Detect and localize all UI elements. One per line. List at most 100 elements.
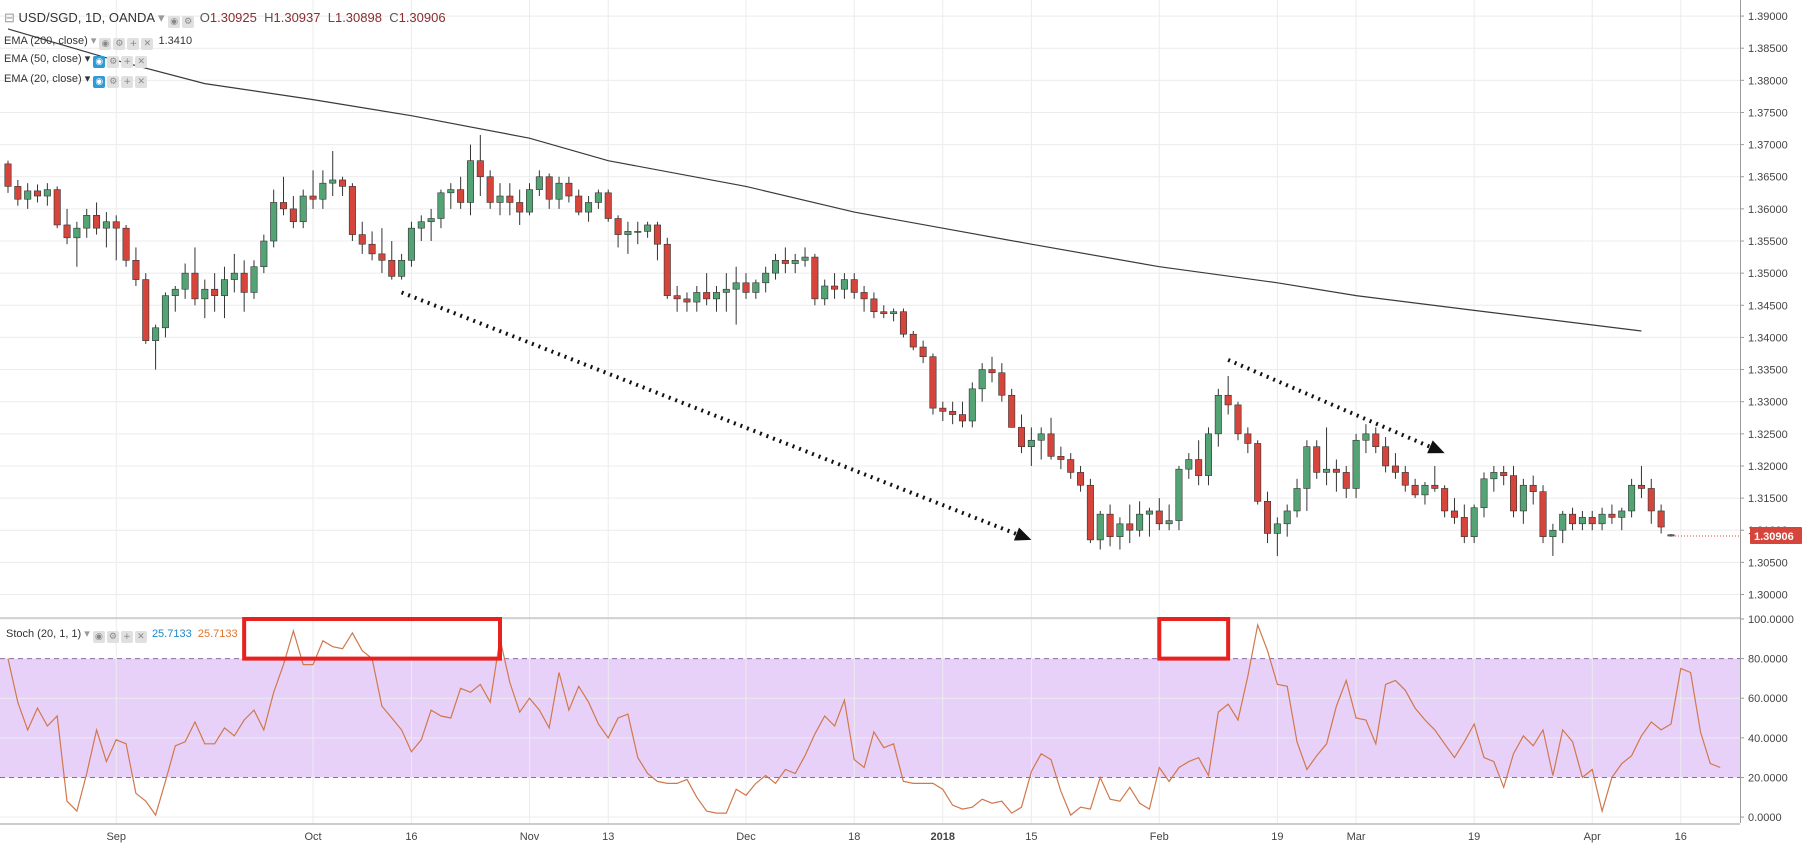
chevron-down-icon[interactable]: ▾ bbox=[84, 628, 90, 640]
candle-body bbox=[870, 298, 878, 313]
stoch-tick-label: 0.0000 bbox=[1748, 812, 1782, 824]
chevron-down-icon[interactable]: ▾ bbox=[84, 53, 91, 65]
candle bbox=[132, 247, 140, 287]
ema50-legend[interactable]: EMA (50, close) ▾ ◉ ⚙ + ✕ bbox=[4, 52, 149, 68]
candle-body bbox=[1175, 468, 1183, 521]
candle bbox=[14, 179, 22, 206]
add-icon[interactable]: + bbox=[121, 76, 134, 88]
price-tick-label: 1.30500 bbox=[1748, 557, 1788, 569]
candle bbox=[1106, 504, 1114, 547]
add-icon[interactable]: + bbox=[120, 631, 133, 643]
stoch-k-value: 25.7133 bbox=[151, 628, 192, 640]
candle-body bbox=[801, 256, 809, 261]
candle-body bbox=[1244, 433, 1252, 444]
stoch-legend[interactable]: Stoch (20, 1, 1) ▾ ◉ ⚙ + ✕ 25.7133 25.7133 bbox=[6, 627, 238, 643]
low-label: L bbox=[327, 10, 335, 25]
gear-icon[interactable]: ⚙ bbox=[107, 76, 120, 88]
candle-body bbox=[1421, 484, 1429, 496]
candle bbox=[93, 202, 101, 235]
add-icon[interactable]: + bbox=[121, 56, 134, 68]
candle-body bbox=[348, 186, 356, 235]
candle bbox=[624, 221, 632, 254]
gear-icon[interactable]: ⚙ bbox=[106, 631, 119, 643]
ema200-legend[interactable]: EMA (200, close) ▾ ◉ ⚙ + ✕ 1.3410 bbox=[4, 34, 192, 50]
candle bbox=[949, 401, 957, 425]
candle bbox=[545, 173, 553, 209]
ema20-legend[interactable]: EMA (20, close) ▾ ◉ ⚙ + ✕ bbox=[4, 72, 149, 88]
candle-body bbox=[1569, 513, 1577, 525]
candle bbox=[161, 292, 169, 338]
eye-icon[interactable]: ◉ bbox=[99, 38, 112, 50]
candle bbox=[919, 340, 927, 364]
price-tick-label: 1.31500 bbox=[1748, 493, 1788, 505]
time-tick-label: 15 bbox=[1025, 831, 1037, 843]
candle bbox=[299, 189, 307, 229]
candle-body bbox=[240, 272, 248, 293]
candle-body bbox=[949, 411, 957, 415]
close-icon[interactable]: ✕ bbox=[141, 38, 154, 50]
candle bbox=[260, 234, 268, 274]
candle bbox=[899, 308, 907, 338]
candle bbox=[703, 273, 711, 306]
candle bbox=[663, 237, 671, 299]
candle bbox=[230, 253, 238, 293]
candle bbox=[102, 212, 110, 248]
candle bbox=[1391, 453, 1399, 479]
candle-body bbox=[1077, 472, 1085, 486]
candle bbox=[1352, 433, 1360, 499]
gear-icon[interactable]: ⚙ bbox=[107, 56, 120, 68]
current-price-label: 1.30906 bbox=[1754, 531, 1794, 543]
candle-body bbox=[171, 288, 179, 296]
candle-body bbox=[712, 292, 720, 300]
add-icon[interactable]: + bbox=[127, 38, 140, 50]
close-icon[interactable]: ✕ bbox=[135, 76, 148, 88]
close-icon[interactable]: ✕ bbox=[134, 631, 147, 643]
open-value: 1.30925 bbox=[209, 10, 257, 25]
eye-icon[interactable]: ◉ bbox=[92, 631, 105, 643]
candle-body bbox=[378, 253, 386, 261]
time-tick-label: 13 bbox=[602, 831, 614, 843]
candle bbox=[1096, 510, 1104, 550]
candle bbox=[309, 170, 317, 209]
chevron-down-icon[interactable]: ▾ bbox=[84, 73, 91, 85]
stoch-tick-label: 60.0000 bbox=[1748, 693, 1788, 705]
candle bbox=[1195, 440, 1203, 486]
eye-off-icon[interactable]: ◉ bbox=[93, 56, 106, 68]
candle-body bbox=[850, 279, 858, 293]
candle bbox=[1500, 465, 1508, 486]
candle-body bbox=[821, 285, 829, 300]
candle bbox=[1264, 491, 1272, 544]
candle-body bbox=[624, 231, 632, 235]
candle bbox=[712, 286, 720, 312]
candle bbox=[447, 183, 455, 209]
collapse-icon[interactable]: ⊟ bbox=[4, 10, 15, 25]
candle bbox=[1598, 507, 1606, 531]
candle-body bbox=[909, 333, 917, 348]
candle-body bbox=[644, 224, 652, 232]
candle bbox=[604, 189, 612, 222]
chevron-down-icon[interactable]: ▾ bbox=[157, 10, 165, 25]
price-tick-label: 1.30000 bbox=[1748, 590, 1788, 602]
candle-body bbox=[289, 208, 297, 223]
candle bbox=[4, 160, 12, 193]
candle bbox=[909, 330, 917, 351]
candle-body bbox=[1165, 520, 1173, 525]
candle-body bbox=[1313, 446, 1321, 473]
gear-icon[interactable]: ⚙ bbox=[113, 38, 126, 50]
gear-icon[interactable]: ⚙ bbox=[182, 16, 195, 28]
candle bbox=[890, 308, 898, 322]
candle-body bbox=[1283, 510, 1291, 525]
candle-body bbox=[358, 234, 366, 245]
close-icon[interactable]: ✕ bbox=[135, 56, 148, 68]
candle bbox=[1460, 504, 1468, 544]
candle-body bbox=[1214, 394, 1222, 435]
price-tick-label: 1.34500 bbox=[1748, 300, 1788, 312]
candle-body bbox=[299, 195, 307, 223]
chevron-down-icon[interactable]: ▾ bbox=[90, 35, 97, 47]
candle-body bbox=[496, 195, 504, 203]
candle-body bbox=[1480, 478, 1488, 509]
eye-icon[interactable]: ◉ bbox=[168, 16, 181, 28]
candle bbox=[1155, 498, 1163, 531]
eye-off-icon[interactable]: ◉ bbox=[93, 76, 106, 88]
